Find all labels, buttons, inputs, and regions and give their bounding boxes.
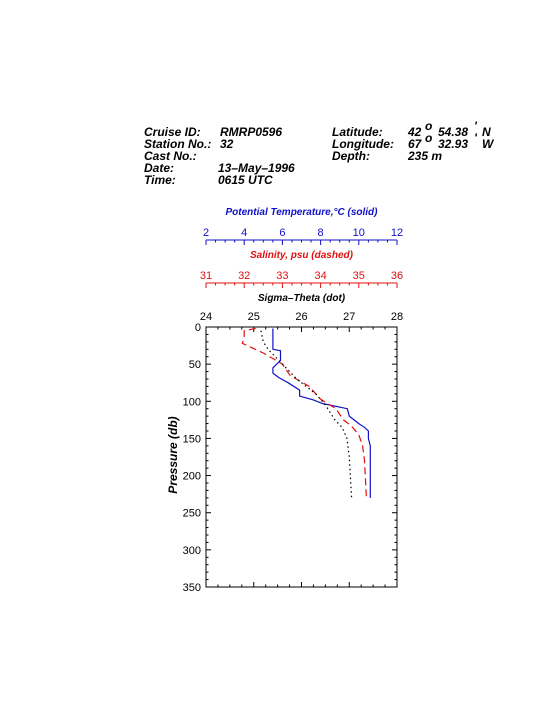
header-right: Latitude: 42 o 54.38 ' N Longitude: 67 o… [332,119,495,163]
y-tick-label: 250 [183,508,201,520]
latitude-minutes: 54.38 [438,125,468,139]
tick-label-sigma: 28 [391,311,403,323]
axis-title-temperature: Potential Temperature,°C (solid) [226,207,379,218]
tick-label-salinity: 34 [314,270,326,282]
series-line-salinity [241,327,367,498]
tick-label-sigma: 27 [343,311,355,323]
time-value: 0615 UTC [218,173,273,187]
tick-label-salinity: 33 [276,270,288,282]
y-tick-label: 150 [183,433,201,445]
y-tick-label: 200 [183,471,201,483]
y-tick-label: 350 [183,582,201,594]
y-tick-label: 300 [183,545,201,557]
plot-area: 0 50 100 150 200 250 300 350 Pressure (db) [166,322,398,594]
cruise-id-label: Cruise ID: [144,125,201,139]
station-value: 32 [220,137,234,151]
longitude-minute-symbol: ' [474,131,478,145]
tick-label-temperature: 6 [279,227,285,239]
depth-value: 235 m [407,149,442,163]
longitude-minutes: 32.93 [438,137,468,151]
latitude-hemisphere: N [482,125,491,139]
tick-label-sigma: 24 [200,311,212,323]
y-tick-label: 50 [189,359,201,371]
series-line-sigma [260,330,353,498]
tick-label-sigma: 26 [295,311,307,323]
longitude-degrees: 67 [408,137,423,151]
longitude-label: Longitude: [332,137,394,151]
axis-title-salinity: Salinity, psu (dashed) [250,250,354,261]
longitude-degree-symbol: o [425,131,432,145]
latitude-degree-symbol: o [425,119,432,133]
tick-label-temperature: 2 [203,227,209,239]
cast-label: Cast No.: [144,149,197,163]
date-value: 13–May–1996 [218,161,295,175]
tick-label-temperature: 10 [353,227,365,239]
tick-label-salinity: 31 [200,270,212,282]
latitude-degrees: 42 [407,125,422,139]
tick-label-salinity: 35 [353,270,365,282]
cruise-id-value: RMRP0596 [220,125,282,139]
axis-title-sigma: Sigma–Theta (dot) [258,293,346,304]
tick-label-salinity: 32 [238,270,250,282]
latitude-minute-symbol: ' [474,119,478,133]
time-label: Time: [144,173,176,187]
header-left: Cruise ID: RMRP0596 Station No.: 32 Cast… [144,125,295,187]
tick-label-salinity: 36 [391,270,403,282]
y-axis-label: Pressure (db) [166,416,180,493]
tick-label-temperature: 4 [241,227,247,239]
latitude-label: Latitude: [332,125,383,139]
depth-label: Depth: [332,149,370,163]
longitude-hemisphere: W [482,137,495,151]
station-label: Station No.: [144,137,211,151]
top-axes: Potential Temperature,°C (solid)2 4 6 8 10 12… [200,207,403,587]
tick-label-sigma: 25 [248,311,260,323]
date-label: Date: [144,161,174,175]
series-line-temperature [272,328,371,498]
y-tick-label: 100 [183,396,201,408]
tick-label-temperature: 8 [318,227,324,239]
tick-label-temperature: 12 [391,227,403,239]
y-tick-label: 0 [195,322,201,334]
plot-frame [205,326,398,588]
